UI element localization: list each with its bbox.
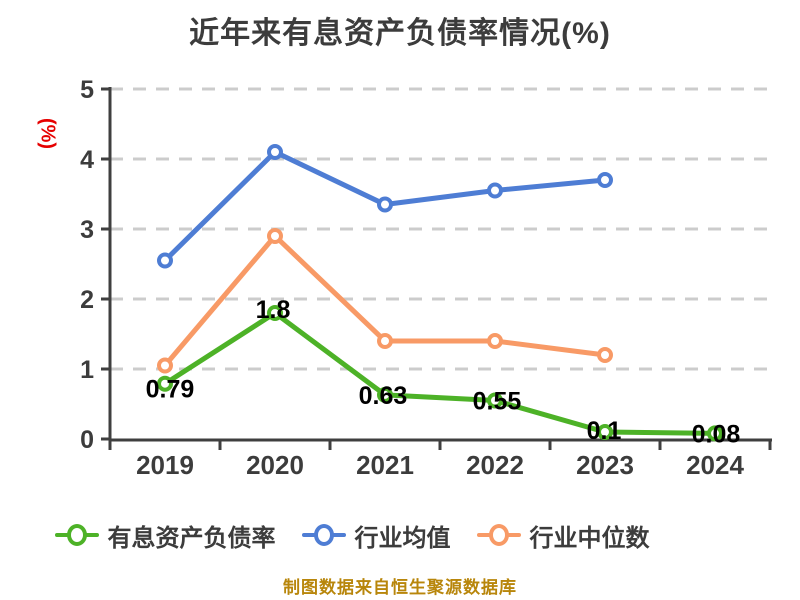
legend-item-label: 有息资产负债率 <box>107 524 276 552</box>
svg-text:2: 2 <box>80 286 94 314</box>
svg-text:2022: 2022 <box>466 450 524 480</box>
svg-text:0.79: 0.79 <box>146 376 195 404</box>
legend-item-interest-debt-ratio: 有息资产负债率 <box>54 518 276 553</box>
svg-text:2023: 2023 <box>576 450 634 480</box>
chart-canvas: 0 1 2 3 4 5 2019 2020 2021 2022 2023 2024 0.79 1.8 0.6… <box>0 40 800 505</box>
legend-item-industry-median: 行业中位数 <box>476 518 650 553</box>
legend-item-label: 行业均值 <box>354 524 451 552</box>
svg-text:0: 0 <box>80 426 94 454</box>
svg-text:0.08: 0.08 <box>692 420 741 448</box>
line-chart: 0 1 2 3 4 5 2019 2020 2021 2022 2023 2024 0.79 1.8 0.6… <box>80 76 772 480</box>
chart-title: 近年来有息资产负债率情况(%) <box>189 17 611 50</box>
line-circle-marker-icon <box>476 524 521 546</box>
chart-legend: 有息资产负债率 行业均值 行业中位数 <box>0 512 800 558</box>
legend-item-label: 行业中位数 <box>529 524 650 552</box>
legend-item-industry-average: 行业均值 <box>301 518 451 553</box>
svg-text:3: 3 <box>80 216 94 244</box>
line-circle-marker-icon <box>301 524 346 546</box>
svg-text:0.55: 0.55 <box>473 388 522 416</box>
svg-text:5: 5 <box>80 76 94 104</box>
svg-text:0.1: 0.1 <box>587 417 622 445</box>
svg-text:2019: 2019 <box>136 450 194 480</box>
svg-text:1: 1 <box>80 356 94 384</box>
data-source-note: 制图数据来自恒生聚源数据库 <box>283 578 517 597</box>
svg-text:2024: 2024 <box>686 450 744 480</box>
svg-text:2020: 2020 <box>246 450 304 480</box>
line-circle-marker-icon <box>54 524 99 546</box>
svg-text:2021: 2021 <box>356 450 414 480</box>
svg-text:4: 4 <box>80 146 94 174</box>
svg-text:1.8: 1.8 <box>256 296 291 324</box>
svg-text:0.63: 0.63 <box>359 382 408 410</box>
